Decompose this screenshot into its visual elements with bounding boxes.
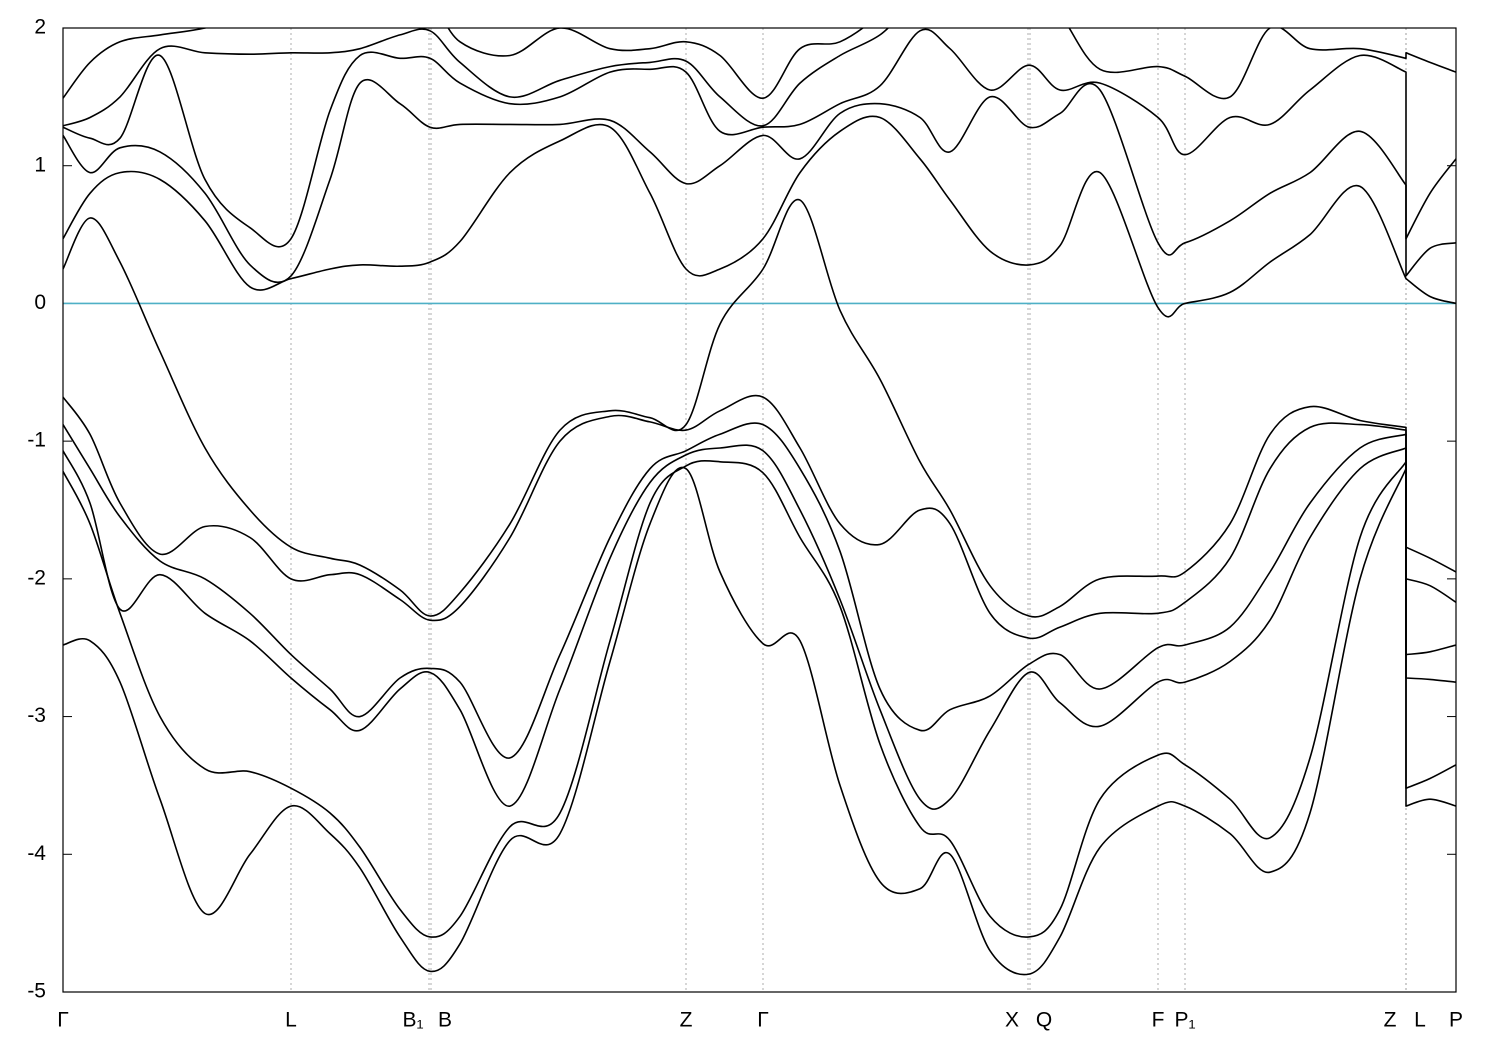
x-tick-label: Γ bbox=[57, 1009, 69, 1032]
band-line bbox=[63, 28, 865, 100]
x-tick-label: B₁ bbox=[402, 1009, 423, 1032]
x-tick-label: L bbox=[1414, 1009, 1426, 1032]
x-tick-label: P₁ bbox=[1174, 1009, 1195, 1032]
bands bbox=[63, 28, 1456, 976]
x-tick-label: Z bbox=[680, 1009, 693, 1032]
y-tick-label: -1 bbox=[27, 429, 46, 452]
band-line bbox=[63, 199, 1456, 618]
x-tick-label: X bbox=[1005, 1009, 1019, 1032]
plot-frame bbox=[62, 27, 1457, 993]
band-line bbox=[63, 394, 1456, 640]
y-tick-label: -4 bbox=[27, 842, 46, 865]
band-line bbox=[63, 459, 1456, 938]
band-line bbox=[63, 28, 1456, 127]
x-tick-label: P bbox=[1449, 1009, 1463, 1032]
x-tick-label: Z bbox=[1384, 1009, 1397, 1032]
band-line bbox=[63, 28, 1456, 248]
y-tick-label: -3 bbox=[27, 704, 46, 727]
band-line bbox=[63, 466, 1456, 976]
x-tick-label: Γ bbox=[757, 1009, 769, 1032]
band-line bbox=[63, 115, 1456, 318]
y-tick-label: -5 bbox=[27, 980, 46, 1003]
y-tick-label: 0 bbox=[34, 291, 46, 314]
y-tick-label: 1 bbox=[34, 153, 46, 176]
y-tick-label: -2 bbox=[27, 566, 46, 589]
x-tick-label: F bbox=[1152, 1009, 1165, 1032]
band-line bbox=[63, 444, 1456, 810]
x-tick-label: L bbox=[285, 1009, 297, 1032]
band-line bbox=[63, 79, 1456, 284]
x-tick-label: B bbox=[438, 1009, 452, 1032]
y-tick-label: 2 bbox=[34, 16, 46, 39]
band-line bbox=[63, 422, 1456, 759]
x-tick-label: Q bbox=[1036, 1009, 1052, 1032]
